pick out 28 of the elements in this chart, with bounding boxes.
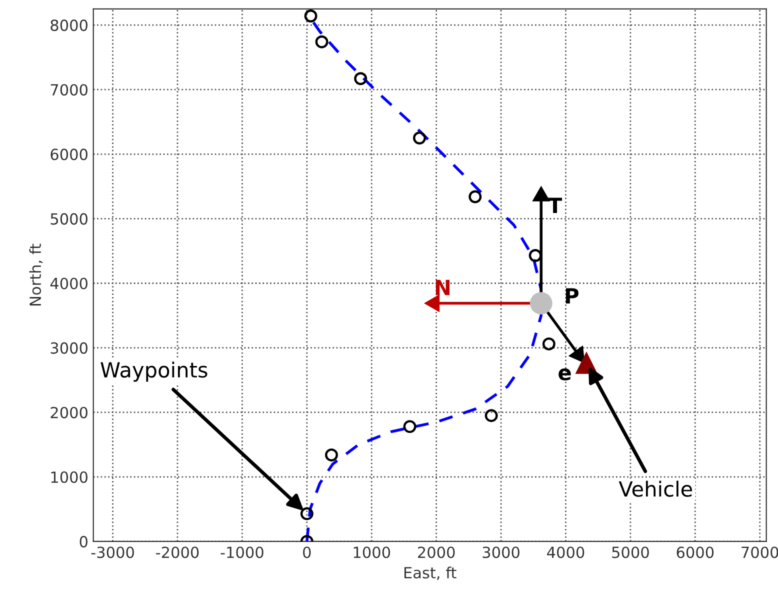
x-tick-label: 2000 [418, 546, 455, 558]
y-tick-label: 6000 [50, 148, 88, 160]
x-tick-label: -2000 [156, 546, 199, 558]
y-tick-label: 0 [80, 536, 88, 548]
annotation: T [548, 198, 562, 213]
y-tick-label: 5000 [50, 213, 88, 225]
y-tick-label: 3000 [50, 342, 88, 354]
annotation: Vehicle [618, 480, 692, 497]
x-tick-label: 4000 [547, 546, 584, 558]
x-tick-label: 1000 [354, 546, 390, 558]
y-tick-label: 1000 [51, 471, 88, 483]
x-tick-label: 6000 [676, 546, 714, 558]
annotation: P [566, 288, 578, 304]
x-axis-title: East, ft [404, 566, 456, 580]
y-tick-label: 8000 [50, 20, 88, 32]
x-tick-label: 7000 [742, 546, 778, 558]
x-tick-label: 5000 [612, 546, 649, 558]
x-tick-label: 0 [303, 546, 311, 558]
y-tick-label: 2000 [50, 406, 88, 418]
y-axis-title: North, ft [29, 244, 43, 306]
x-tick-label: 3000 [482, 546, 520, 558]
x-tick-label: -3000 [91, 546, 134, 558]
annotation: N [436, 280, 450, 296]
annotation: e [558, 368, 571, 380]
x-tick-label: -1000 [220, 546, 264, 558]
y-tick-label: 7000 [50, 84, 88, 96]
y-tick-label: 4000 [50, 278, 88, 290]
annotation: Waypoints [100, 362, 208, 382]
